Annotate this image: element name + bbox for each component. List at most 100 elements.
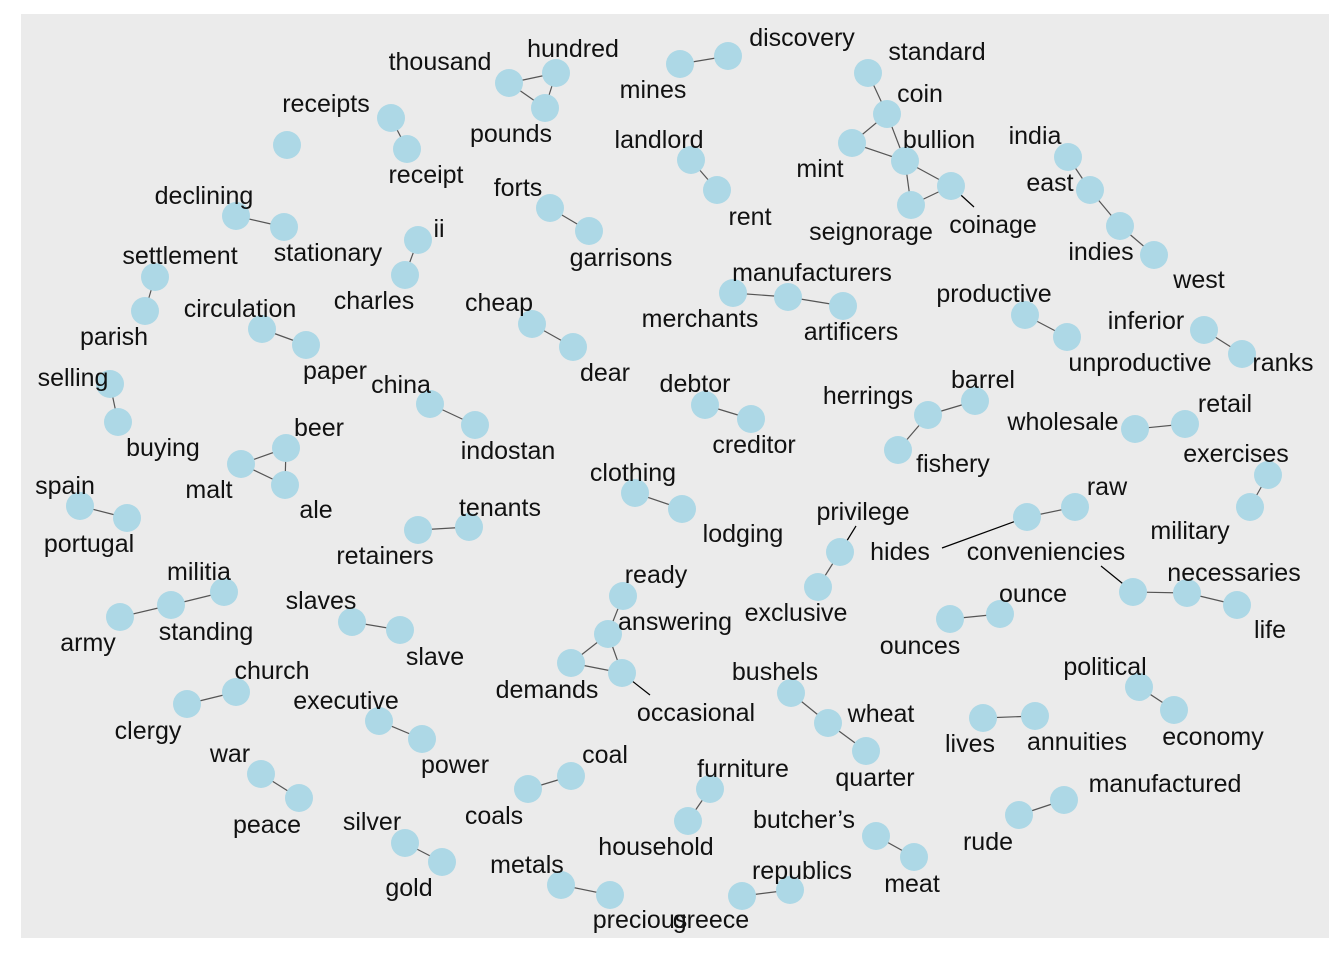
node-label-conveniencies: conveniencies	[967, 538, 1125, 566]
node-wheat	[814, 709, 842, 737]
node-exercises	[1254, 461, 1282, 489]
node-label-gold: gold	[385, 874, 432, 902]
node-label-mines: mines	[620, 76, 687, 104]
node-precious	[596, 881, 624, 909]
node-bullion	[891, 147, 919, 175]
node-hides	[1013, 503, 1041, 531]
node-indies	[1106, 212, 1134, 240]
node-label-stationary: stationary	[274, 239, 383, 267]
node-label-settlement: settlement	[122, 242, 237, 270]
node-label-executive: executive	[293, 687, 399, 715]
node-label-retail: retail	[1198, 390, 1252, 418]
node-label-dear: dear	[580, 359, 630, 387]
node-portugal	[113, 504, 141, 532]
node-label-unproductive: unproductive	[1068, 349, 1211, 377]
node-label-seignorage: seignorage	[809, 218, 933, 246]
node-unproductive	[1053, 323, 1081, 351]
node-label-indies: indies	[1068, 238, 1133, 266]
node-gold	[428, 848, 456, 876]
node-indostan	[461, 411, 489, 439]
node-silver	[391, 829, 419, 857]
node-settlement	[141, 263, 169, 291]
node-label-exercises: exercises	[1183, 440, 1289, 468]
node-label-wholesale: wholesale	[1006, 408, 1118, 436]
node-label-greece: greece	[673, 906, 749, 934]
node-label-paper: paper	[303, 357, 367, 385]
node-label-raw: raw	[1087, 473, 1128, 501]
node-label-parish: parish	[80, 323, 148, 351]
node-label-church: church	[234, 657, 309, 685]
node-label-annuities: annuities	[1027, 728, 1127, 756]
node-label-barrel: barrel	[951, 366, 1015, 394]
node-buying	[104, 408, 132, 436]
node-label-peace: peace	[233, 811, 301, 839]
node-label-coal: coal	[582, 741, 628, 769]
node-occasional	[608, 659, 636, 687]
node-label-herrings: herrings	[823, 382, 913, 410]
node-label-forts: forts	[494, 174, 543, 202]
node-label-west: west	[1172, 266, 1224, 294]
node-military	[1236, 493, 1264, 521]
node-label-east: east	[1026, 169, 1073, 197]
node-ale	[271, 471, 299, 499]
node-retail	[1171, 410, 1199, 438]
node-label-standard: standard	[888, 38, 985, 66]
label-leader-hides	[941, 516, 1028, 549]
node-household	[674, 807, 702, 835]
node-layer	[66, 42, 1282, 910]
node-label-military: military	[1150, 517, 1230, 545]
node-answering	[594, 620, 622, 648]
node-butchers	[862, 822, 890, 850]
node-label-necessaries: necessaries	[1167, 559, 1300, 587]
node-label-retainers: retainers	[336, 542, 433, 570]
node-label-discovery: discovery	[749, 24, 855, 52]
node-creditor	[737, 405, 765, 433]
node-political	[1125, 673, 1153, 701]
node-necessaries	[1173, 579, 1201, 607]
node-label-lives: lives	[945, 730, 995, 758]
node-garrisons	[575, 217, 603, 245]
node-label-clothing: clothing	[590, 459, 676, 487]
node-label-slave: slave	[406, 643, 464, 671]
node-label-coin: coin	[897, 80, 943, 108]
node-ounces	[936, 605, 964, 633]
node-label-furniture: furniture	[697, 755, 789, 783]
node-label-thousand: thousand	[389, 48, 492, 76]
node-label-beer: beer	[294, 414, 344, 442]
node-tenants	[455, 513, 483, 541]
node-standing	[157, 591, 185, 619]
node-circulation	[248, 315, 276, 343]
node-quarter	[852, 737, 880, 765]
node-manufacturers	[774, 283, 802, 311]
node-life	[1223, 591, 1251, 619]
node-label-coinage: coinage	[949, 211, 1037, 239]
node-label-bullion: bullion	[903, 126, 975, 154]
node-label-life: life	[1254, 616, 1286, 644]
node-rude	[1005, 801, 1033, 829]
node-ranks	[1228, 340, 1256, 368]
node-label-coals: coals	[465, 802, 523, 830]
node-economy	[1160, 696, 1188, 724]
node-lives	[969, 704, 997, 732]
node-label-pounds: pounds	[470, 120, 552, 148]
node-label-clergy: clergy	[115, 717, 182, 745]
node-label-household: household	[598, 833, 713, 861]
node-mint	[838, 129, 866, 157]
node-label-war: war	[209, 740, 250, 768]
node-inferior	[1190, 316, 1218, 344]
node-label-republics: republics	[752, 857, 852, 885]
node-label-artificers: artificers	[804, 318, 898, 346]
node-mines	[666, 50, 694, 78]
node-label-receipt: receipt	[388, 161, 463, 189]
node-war	[247, 760, 275, 788]
node-slave	[386, 616, 414, 644]
node-debtor	[691, 391, 719, 419]
node-label-manufacturers: manufacturers	[732, 259, 892, 287]
node-label-economy: economy	[1162, 723, 1264, 751]
node-label-exclusive: exclusive	[745, 599, 848, 627]
node-label-political: political	[1063, 653, 1146, 681]
node-manufactured	[1050, 786, 1078, 814]
node-peace	[285, 784, 313, 812]
node-slaves	[338, 608, 366, 636]
